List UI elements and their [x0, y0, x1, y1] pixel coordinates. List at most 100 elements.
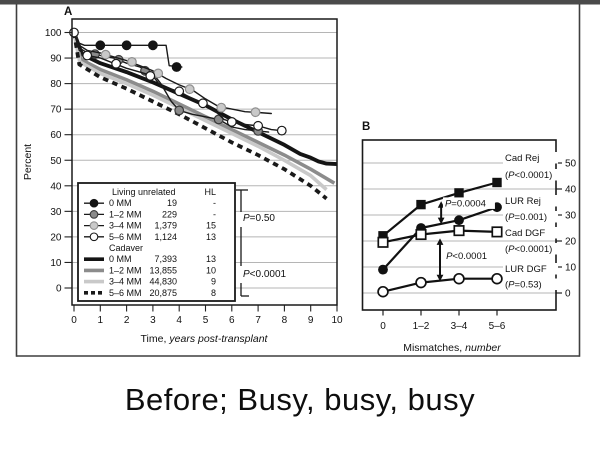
series-lur34-marker: [216, 102, 227, 113]
y-tick-label: 40: [50, 181, 62, 192]
series-lur0-marker: [147, 40, 158, 51]
legend-label: 1–2 MM: [109, 209, 142, 219]
y-tick-label-right: 10: [565, 263, 577, 274]
series-lur34-marker: [250, 107, 261, 118]
label-mask: [503, 263, 558, 275]
legend-box: [77, 182, 236, 302]
panel-a-x-axis-title: Time, years post-transplant: [141, 333, 269, 345]
series-lur34-marker: [126, 57, 137, 67]
series-caddgf-line: [382, 229, 498, 244]
legend-group-cadaver-header: Cadaver: [109, 243, 143, 253]
y-tick-label: 10: [50, 258, 62, 269]
panel-a-letter: A: [64, 6, 72, 18]
legend-count: 44,830: [149, 277, 177, 287]
curve-pvalue-lurdgf: (P=0.53): [505, 280, 542, 291]
legend-hl-value: -: [213, 209, 216, 219]
label-mask: [442, 197, 495, 209]
legend-count: 13,855: [149, 265, 177, 275]
y-tick-label: 70: [50, 105, 62, 116]
series-lur12-marker: [174, 105, 185, 116]
label-mask: [503, 152, 558, 164]
series-lur0-marker: [121, 40, 132, 51]
marker-lurdgf: [377, 285, 389, 298]
x-tick-label: 10: [331, 315, 343, 326]
legend-label: 3–4 MM: [109, 221, 142, 231]
legend-symbol-lur56: [89, 232, 99, 242]
curve-label-caddgf: Cad DGF: [505, 228, 545, 239]
series-lur56-line: [73, 31, 286, 132]
panel-b-x-axis-title: Mismatches, number: [403, 342, 501, 354]
marker-caddgf: [377, 236, 389, 248]
marker-lurrej: [378, 264, 388, 275]
marker-caddgf: [415, 228, 427, 241]
panel-b-letter: B: [362, 121, 370, 133]
marker-lurdgf: [491, 272, 503, 285]
legend-count: 1,379: [154, 221, 177, 231]
x-tick-label: 6: [229, 315, 235, 326]
series-lur56-marker: [253, 120, 264, 131]
panel-a-y-axis-title: Percent: [22, 144, 34, 180]
series-lur56-marker: [82, 50, 93, 61]
y-tick-label-right: 20: [565, 237, 577, 248]
legend-count: 7,393: [154, 254, 177, 264]
y-tick-label: 50: [50, 156, 62, 167]
legend-count: 19: [167, 198, 177, 208]
slide-caption: Before; Busy, busy, busy: [124, 382, 476, 417]
label-mask: [444, 249, 497, 262]
panel-a-series: [69, 27, 338, 201]
panel-b-axes: 0 10 20 30 40 50 0 1–2 3–4 5–6: [361, 139, 577, 332]
x-tick-label: 7: [255, 315, 261, 326]
curve-label-lurdgf: LUR DGF: [505, 264, 547, 275]
x-tick-label: 5: [203, 315, 209, 326]
annotation-p-value: P<0.0001: [446, 251, 487, 262]
x-tick-label: 1–2: [413, 321, 430, 332]
label-mask: [503, 227, 558, 239]
y-tick-label: 0: [56, 284, 62, 295]
arrow-head-down: [436, 274, 444, 282]
legend-hl-value: 8: [211, 288, 216, 298]
y-tick-label: 60: [50, 130, 62, 141]
arrow-head-up: [437, 201, 445, 208]
arrow-head-down: [437, 217, 445, 225]
series-lur34-line: [73, 31, 272, 115]
y-tick-label: 30: [50, 207, 62, 218]
panel-b-series: [377, 177, 503, 298]
legend-label: 5–6 MM: [109, 232, 142, 242]
legend-symbol-lur12: [89, 210, 99, 219]
series-lur0-marker: [171, 62, 182, 72]
curve-pvalue-caddgf: (P<0.0001): [505, 244, 552, 255]
figure-frame: [0, 0, 600, 357]
p-value-cadaver: P<0.0001: [243, 269, 287, 280]
x-tick-label: 3–4: [451, 321, 468, 332]
legend-label: 1–2 MM: [109, 265, 142, 275]
marker-caddgf: [491, 226, 503, 238]
x-tick-label: 2: [124, 315, 130, 326]
marker-lurdgf: [415, 276, 427, 289]
curve-pvalue-lurrej: (P=0.001): [505, 212, 547, 223]
curve-label-lurrej: LUR Rej: [505, 196, 541, 207]
panel-b: 0 10 20 30 40 50 0 1–2 3–4 5–6 Cad Rej (P<0.0001) L…: [361, 121, 577, 354]
series-lur34-marker: [100, 49, 111, 60]
series-lur56-marker: [276, 125, 287, 136]
x-tick-label: 4: [176, 315, 182, 326]
p-value-living: P=0.50: [243, 213, 275, 224]
x-tick-label: 1: [98, 315, 104, 326]
series-lur0-marker: [95, 40, 106, 51]
legend-group-living-header: Living unrelated: [112, 187, 176, 197]
legend-count: 20,875: [149, 288, 177, 298]
label-mask: [503, 195, 558, 207]
y-tick-label: 20: [50, 232, 62, 243]
panel-b-plot-box: [361, 139, 557, 311]
y-tick-label: 100: [45, 28, 62, 39]
series-lurrej-line: [382, 206, 498, 271]
y-tick-label: 90: [50, 54, 62, 65]
series-lur56-marker: [111, 58, 121, 69]
marker-caddgf: [453, 225, 465, 237]
series-cadrej-line: [382, 181, 498, 237]
marker-cadrej: [454, 188, 464, 198]
legend-hl-value: 9: [211, 277, 216, 287]
marker-cadrej: [378, 231, 388, 241]
legend-hl-value: -: [213, 198, 216, 208]
